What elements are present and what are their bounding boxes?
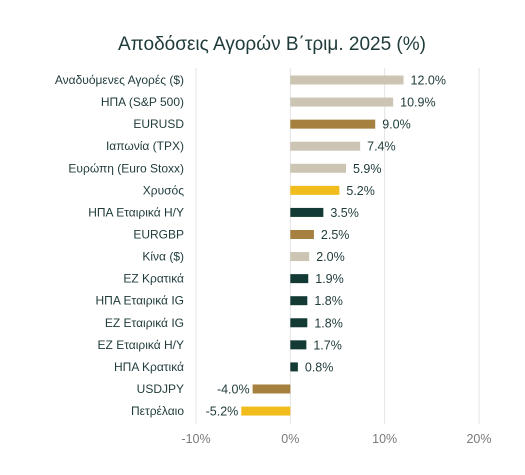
category-label: ΗΠΑ Εταιρικά Η/Υ (88, 205, 184, 219)
bar (241, 406, 291, 416)
bar (290, 119, 376, 129)
bar (252, 384, 291, 394)
category-label: Χρυσός (143, 183, 184, 197)
bar (290, 318, 308, 328)
value-label: 1.8% (314, 294, 343, 308)
value-label: 1.8% (314, 316, 343, 330)
value-label: 9.0% (382, 118, 411, 132)
bars (241, 75, 404, 416)
category-label: ΗΠΑ (S&P 500) (101, 95, 184, 109)
bar (290, 296, 308, 306)
category-label: ΗΠΑ Κρατικά (114, 360, 184, 374)
bar (290, 163, 346, 173)
x-tick-label: 20% (466, 432, 491, 446)
bar (290, 229, 314, 239)
category-labels: Αναδυόμενες Αγορές ($) ΗΠΑ (S&P 500) EURUS… (55, 73, 184, 418)
value-label: 3.5% (330, 206, 359, 220)
value-label: -4.0% (217, 382, 250, 396)
value-label: 1.7% (313, 338, 342, 352)
value-label: 10.9% (400, 96, 435, 110)
value-label: 12.0% (411, 74, 446, 88)
category-label: EURUSD (133, 117, 184, 131)
bar (290, 274, 309, 284)
category-label: ΕΖ Εταιρικά Η/Υ (98, 338, 184, 352)
value-labels: 12.0% 10.9% 9.0% 7.4% 5.9% 5.2% 3.5% 2.5% 2.0% 1.… (206, 74, 446, 419)
value-label: 5.9% (353, 162, 382, 176)
chart-title: Αποδόσεις Αγορών Β΄τριμ. 2025 (%) (118, 34, 426, 55)
category-label: ΕΖ Κρατικά (123, 272, 184, 286)
x-tick-label: 10% (372, 432, 397, 446)
value-label: 0.8% (305, 360, 334, 374)
category-label: EURGBP (133, 227, 184, 241)
category-label: ΕΖ Εταιρικά IG (105, 316, 184, 330)
category-label: Ευρώπη (Euro Stoxx) (68, 161, 184, 175)
bar (290, 141, 361, 151)
bar (290, 185, 340, 195)
value-label: 7.4% (367, 140, 396, 154)
category-label: Αναδυόμενες Αγορές ($) (55, 73, 184, 87)
bar (290, 362, 298, 372)
value-label: 2.5% (321, 228, 350, 242)
category-label: Ιαπωνία (TPX) (106, 139, 184, 153)
bar (290, 207, 324, 217)
value-label: 1.9% (315, 272, 344, 286)
bar (290, 97, 394, 107)
value-label: 5.2% (346, 184, 375, 198)
category-label: Κίνα ($) (142, 250, 184, 264)
value-label: -5.2% (206, 405, 239, 419)
x-tick-label: 0% (281, 432, 299, 446)
category-label: USDJPY (137, 382, 184, 396)
x-tick-label: -10% (181, 432, 210, 446)
bar (290, 75, 404, 85)
value-label: 2.0% (316, 250, 345, 264)
x-axis-ticks: -10% 0% 10% 20% (181, 432, 491, 446)
bar (290, 340, 307, 350)
bar (290, 252, 310, 262)
category-label: ΗΠΑ Εταιρικά IG (96, 294, 184, 308)
category-label: Πετρέλαιο (131, 404, 184, 418)
